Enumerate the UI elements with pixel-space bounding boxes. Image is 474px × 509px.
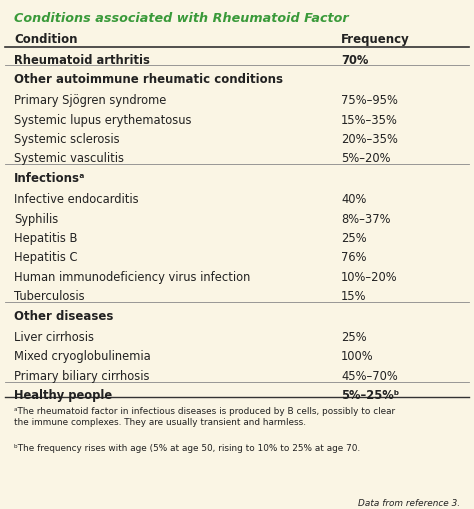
Text: 75%–95%: 75%–95% [341,94,398,107]
Text: Data from reference 3.: Data from reference 3. [358,498,460,507]
Text: ᵃThe rheumatoid factor in infectious diseases is produced by B cells, possibly t: ᵃThe rheumatoid factor in infectious dis… [14,407,395,426]
Text: ᵇThe frequency rises with age (5% at age 50, rising to 10% to 25% at age 70.: ᵇThe frequency rises with age (5% at age… [14,443,360,453]
Text: Primary biliary cirrhosis: Primary biliary cirrhosis [14,369,150,382]
Text: 5%–20%: 5%–20% [341,152,391,165]
Text: Human immunodeficiency virus infection: Human immunodeficiency virus infection [14,270,251,283]
Text: 10%–20%: 10%–20% [341,270,398,283]
Text: Tuberculosis: Tuberculosis [14,290,85,302]
Text: 8%–37%: 8%–37% [341,212,391,225]
Text: Rheumatoid arthritis: Rheumatoid arthritis [14,53,150,66]
Text: Systemic sclerosis: Systemic sclerosis [14,133,120,146]
Text: 20%–35%: 20%–35% [341,133,398,146]
Text: Hepatitis B: Hepatitis B [14,232,78,244]
Text: Syphilis: Syphilis [14,212,58,225]
Text: 5%–25%ᵇ: 5%–25%ᵇ [341,388,400,401]
Text: Other autoimmune rheumatic conditions: Other autoimmune rheumatic conditions [14,73,283,86]
Text: 100%: 100% [341,350,374,362]
Text: 15%–35%: 15%–35% [341,114,398,126]
Text: 45%–70%: 45%–70% [341,369,398,382]
Text: Liver cirrhosis: Liver cirrhosis [14,330,94,343]
Text: Primary Sjögren syndrome: Primary Sjögren syndrome [14,94,166,107]
Text: Infectionsᵃ: Infectionsᵃ [14,172,86,184]
Text: 40%: 40% [341,193,367,206]
Text: Healthy people: Healthy people [14,388,112,401]
Text: Condition: Condition [14,33,78,46]
Text: Systemic lupus erythematosus: Systemic lupus erythematosus [14,114,191,126]
Text: 25%: 25% [341,330,367,343]
Text: Other diseases: Other diseases [14,309,114,322]
Text: 76%: 76% [341,251,367,264]
Text: Frequency: Frequency [341,33,410,46]
Text: Infective endocarditis: Infective endocarditis [14,193,139,206]
Text: 70%: 70% [341,53,369,66]
Text: Hepatitis C: Hepatitis C [14,251,78,264]
Text: Mixed cryoglobulinemia: Mixed cryoglobulinemia [14,350,151,362]
Text: Systemic vasculitis: Systemic vasculitis [14,152,124,165]
Text: Conditions associated with Rheumatoid Factor: Conditions associated with Rheumatoid Fa… [14,12,349,24]
Text: 25%: 25% [341,232,367,244]
Text: 15%: 15% [341,290,367,302]
